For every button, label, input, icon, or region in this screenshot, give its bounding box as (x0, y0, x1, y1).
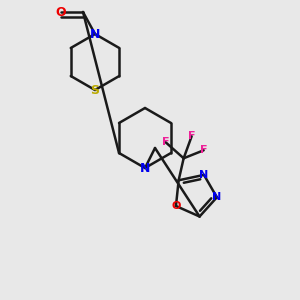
Text: N: N (212, 192, 221, 202)
Text: F: F (162, 137, 169, 147)
Text: O: O (171, 201, 181, 211)
Text: N: N (199, 170, 208, 180)
Text: N: N (140, 161, 150, 175)
Text: F: F (200, 145, 207, 155)
Text: N: N (90, 28, 100, 40)
Text: F: F (188, 131, 195, 141)
Text: S: S (91, 83, 100, 97)
Text: O: O (56, 5, 66, 19)
